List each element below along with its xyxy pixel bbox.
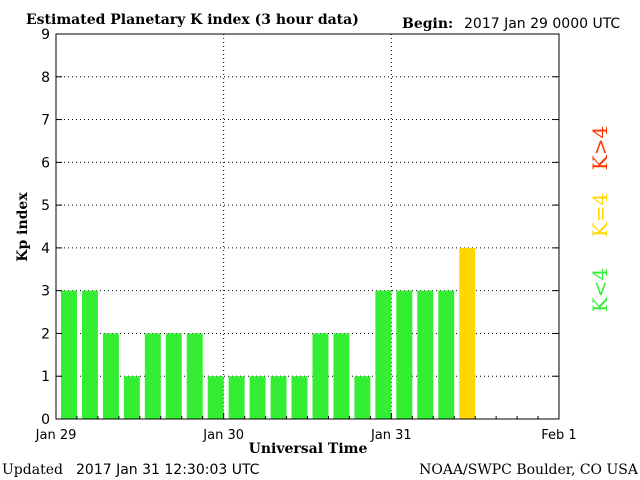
y-tick-label: 8 bbox=[41, 70, 50, 86]
y-tick-label: 4 bbox=[41, 241, 50, 257]
y-tick-label: 0 bbox=[41, 412, 50, 428]
kp-bar bbox=[228, 376, 245, 419]
x-tick-label: Jan 29 bbox=[35, 428, 77, 443]
y-axis-label: Kp index bbox=[15, 192, 31, 262]
legend: K>4 K=4 K<4 bbox=[588, 126, 612, 312]
kp-bar bbox=[354, 376, 371, 419]
x-tick-label: Jan 30 bbox=[202, 428, 244, 443]
updated-value: 2017 Jan 31 12:30:03 UTC bbox=[76, 462, 260, 478]
updated-label: Updated bbox=[2, 462, 63, 478]
y-tick-label: 5 bbox=[41, 198, 50, 214]
x-axis: Jan 29 Jan 30 Jan 31 Feb 1 bbox=[35, 413, 577, 443]
kp-bar bbox=[186, 333, 203, 419]
kp-bar bbox=[438, 290, 455, 419]
kp-bar bbox=[312, 333, 329, 419]
y-tick-label: 7 bbox=[41, 113, 50, 129]
y-tick-label: 9 bbox=[41, 27, 50, 43]
kp-bar bbox=[375, 290, 392, 419]
legend-item: K<4 bbox=[588, 268, 612, 312]
begin-label: Begin: bbox=[402, 16, 453, 32]
kp-bar bbox=[249, 376, 266, 419]
chart-title: Estimated Planetary K index (3 hour data… bbox=[26, 12, 359, 28]
kp-bar bbox=[123, 376, 140, 419]
kp-bar bbox=[459, 247, 476, 419]
plot-frame bbox=[55, 33, 560, 420]
y-tick-label: 2 bbox=[41, 326, 50, 342]
credit-text: NOAA/SWPC Boulder, CO USA bbox=[419, 462, 639, 478]
y-tick-label: 6 bbox=[41, 155, 50, 171]
legend-item: K>4 bbox=[588, 126, 612, 170]
legend-item: K=4 bbox=[588, 193, 612, 237]
kp-bar bbox=[207, 376, 224, 419]
begin-value: 2017 Jan 29 0000 UTC bbox=[464, 16, 620, 32]
y-axis: 0 1 2 3 4 5 6 7 8 9 bbox=[41, 27, 559, 428]
grid-lines bbox=[56, 33, 559, 419]
x-tick-label: Jan 31 bbox=[370, 428, 412, 443]
x-axis-label: Universal Time bbox=[249, 441, 368, 457]
kp-bar bbox=[333, 333, 350, 419]
kp-bar bbox=[102, 333, 119, 419]
bars bbox=[61, 247, 476, 419]
kp-bar bbox=[165, 333, 182, 419]
kp-bar bbox=[61, 290, 77, 419]
kp-bar bbox=[144, 333, 161, 419]
kp-bar bbox=[270, 376, 287, 419]
kp-bar bbox=[81, 290, 98, 419]
x-tick-label: Feb 1 bbox=[541, 428, 576, 443]
kp-bar bbox=[396, 290, 413, 419]
kp-bar bbox=[291, 376, 308, 419]
kp-bar bbox=[417, 290, 434, 419]
y-tick-label: 3 bbox=[41, 284, 50, 300]
y-tick-label: 1 bbox=[41, 369, 50, 385]
